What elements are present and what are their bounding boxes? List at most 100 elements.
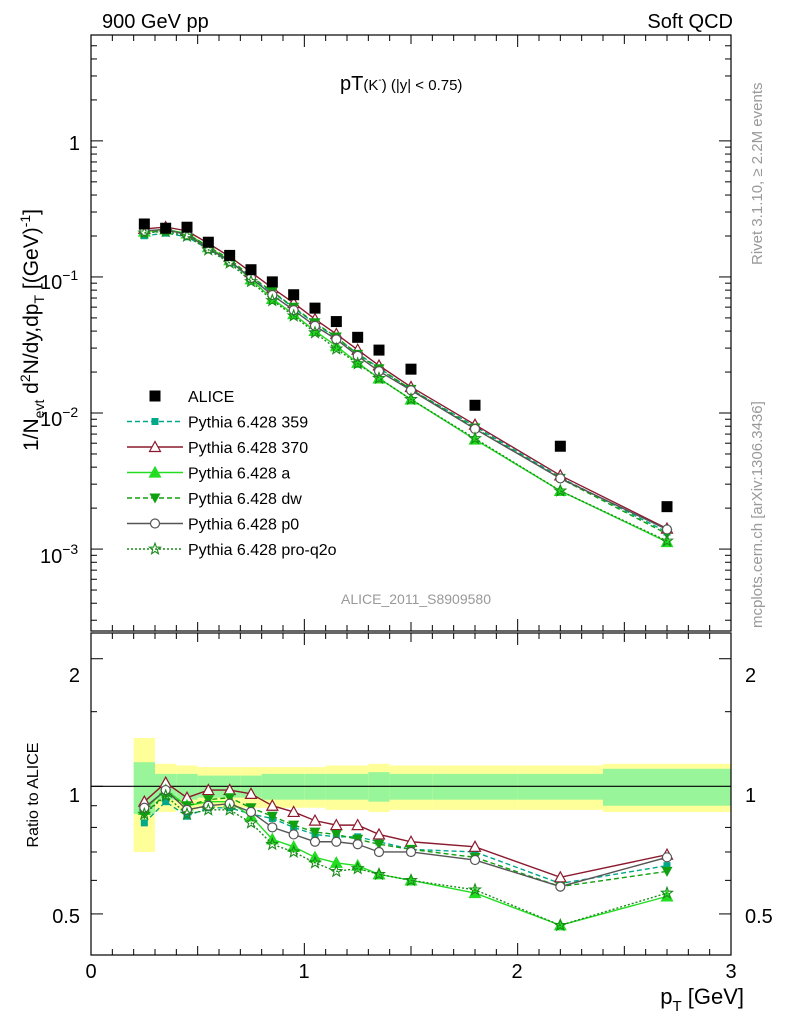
series-point-ratio bbox=[661, 852, 673, 863]
main-title: pT(K-) (|y| < 0.75) bbox=[340, 73, 462, 95]
series-point-ratio bbox=[661, 866, 673, 877]
series-point-ratio bbox=[202, 795, 214, 806]
alice-data-point bbox=[373, 344, 385, 356]
alice-data-point bbox=[405, 363, 417, 375]
series-point-ratio bbox=[467, 882, 483, 896]
main-y-tick-labels: 10−3 10−2 10−1 1 bbox=[40, 133, 80, 568]
legend-item: Pythia 6.428 a bbox=[127, 466, 290, 483]
alice-data-point bbox=[309, 302, 321, 314]
series-point-ratio bbox=[373, 839, 385, 850]
series-point-ratio bbox=[351, 858, 365, 871]
series-point-main bbox=[661, 524, 673, 535]
series-point-ratio bbox=[265, 836, 280, 851]
legend-marker bbox=[149, 493, 161, 504]
series-point-ratio bbox=[329, 856, 343, 868]
series-point-main bbox=[329, 341, 344, 355]
series-point-ratio bbox=[329, 864, 344, 878]
alice-data-point bbox=[288, 289, 300, 301]
ratio-tick-left-05: 0.5 bbox=[52, 906, 80, 928]
series-point-ratio bbox=[245, 806, 257, 818]
series-point-ratio bbox=[331, 836, 342, 847]
header-left: 900 GeV pp bbox=[102, 11, 209, 33]
legend-label: Pythia 6.428 a bbox=[188, 466, 290, 483]
legend-item: ALICE bbox=[149, 389, 234, 406]
legend-label: Pythia 6.428 dw bbox=[188, 491, 302, 508]
series-point-ratio bbox=[351, 818, 365, 831]
series-point-ratio bbox=[179, 806, 195, 821]
header-right: Soft QCD bbox=[647, 11, 733, 33]
alice-data-point bbox=[181, 221, 193, 233]
series-point-main bbox=[137, 225, 152, 239]
legend-marker bbox=[149, 390, 161, 402]
series-point-ratio bbox=[266, 811, 278, 822]
legend-label: Pythia 6.428 p0 bbox=[188, 517, 299, 534]
series-point-main bbox=[265, 293, 280, 307]
legend-label: Pythia 6.428 370 bbox=[188, 440, 308, 457]
series-point-main bbox=[222, 255, 237, 269]
series-point-main bbox=[352, 350, 363, 362]
series-point-main bbox=[307, 325, 323, 339]
series-point-ratio bbox=[555, 881, 566, 892]
ratio-y-tick-labels: 2 1 0.5 2 1 0.5 bbox=[52, 665, 773, 928]
series-point-main bbox=[371, 370, 387, 385]
ratio-band-inner bbox=[133, 762, 155, 815]
series-point-ratio bbox=[659, 885, 675, 900]
x-tick-label-1: 1 bbox=[298, 961, 309, 983]
series-line-ratio bbox=[143, 789, 668, 927]
series-point-main bbox=[467, 431, 483, 445]
x-tick-label-3: 3 bbox=[725, 961, 736, 983]
mcplots-reference-text: mcplots.cern.ch [arXiv:1306.3436] bbox=[749, 401, 766, 628]
main-panel bbox=[90, 34, 732, 955]
legend-label: ALICE bbox=[188, 389, 234, 406]
series-line-ratio bbox=[143, 781, 668, 879]
y-tick-label-1e-2: 10−2 bbox=[40, 404, 78, 431]
alice-data-point bbox=[138, 218, 150, 230]
series-point-ratio bbox=[469, 854, 481, 866]
series-line-main bbox=[144, 228, 668, 543]
series-point-ratio bbox=[140, 819, 148, 827]
series-line-ratio bbox=[143, 800, 668, 885]
series-point-ratio bbox=[286, 844, 301, 859]
series-point-main bbox=[286, 308, 301, 322]
legend-item: Pythia 6.428 359 bbox=[127, 415, 308, 432]
legend-item: Pythia 6.428 dw bbox=[127, 491, 302, 508]
rivet-version-text: Rivet 3.1.10, ≥ 2.2M events bbox=[749, 83, 766, 266]
series-point-main bbox=[659, 533, 675, 547]
legend: ALICE Pythia 6.428 359 Pythia 6.428 370 Pyt… bbox=[127, 389, 337, 559]
series-point-ratio bbox=[403, 873, 419, 887]
series-point-ratio bbox=[267, 822, 278, 833]
series-point-ratio bbox=[371, 866, 387, 881]
series-point-main bbox=[350, 356, 365, 370]
legend-label: Pythia 6.428 pro-q2o bbox=[188, 542, 337, 559]
series-point-ratio bbox=[309, 836, 321, 847]
series-line-ratio bbox=[143, 792, 668, 888]
alice-data-point bbox=[266, 276, 278, 288]
ratio-frame bbox=[90, 632, 732, 956]
series-point-ratio bbox=[265, 798, 279, 811]
series-point-ratio bbox=[350, 861, 365, 875]
legend-marker bbox=[149, 518, 161, 529]
y-tick-label-1e-3: 10−3 bbox=[40, 541, 78, 568]
series-point-ratio bbox=[308, 813, 322, 826]
series-point-main bbox=[179, 228, 195, 243]
series-point-ratio bbox=[329, 818, 343, 831]
x-tick-label-0: 0 bbox=[85, 961, 96, 983]
main-y-axis-label: 1/Nevt d2N/dy,dpT [(GeV)-1] bbox=[17, 209, 47, 451]
alice-data-point bbox=[554, 440, 566, 452]
series-point-ratio bbox=[307, 855, 323, 869]
series-point-ratio bbox=[309, 827, 321, 838]
series-point-ratio bbox=[330, 829, 342, 840]
alice-data-point bbox=[245, 264, 257, 276]
x-axis-label: pT [GeV] bbox=[660, 984, 744, 1015]
analysis-watermark: ALICE_2011_S8909580 bbox=[341, 591, 491, 607]
series-point-ratio bbox=[137, 806, 152, 821]
x-tick-labels: 0 1 2 3 bbox=[85, 961, 736, 983]
series-line-main bbox=[144, 226, 668, 530]
series-point-main bbox=[329, 339, 343, 352]
series-point-ratio bbox=[224, 793, 236, 804]
series-point-main bbox=[243, 274, 259, 288]
series-point-ratio bbox=[222, 802, 237, 816]
series-point-ratio bbox=[471, 848, 479, 856]
series-point-main bbox=[403, 392, 419, 406]
series-point-ratio bbox=[287, 805, 301, 818]
